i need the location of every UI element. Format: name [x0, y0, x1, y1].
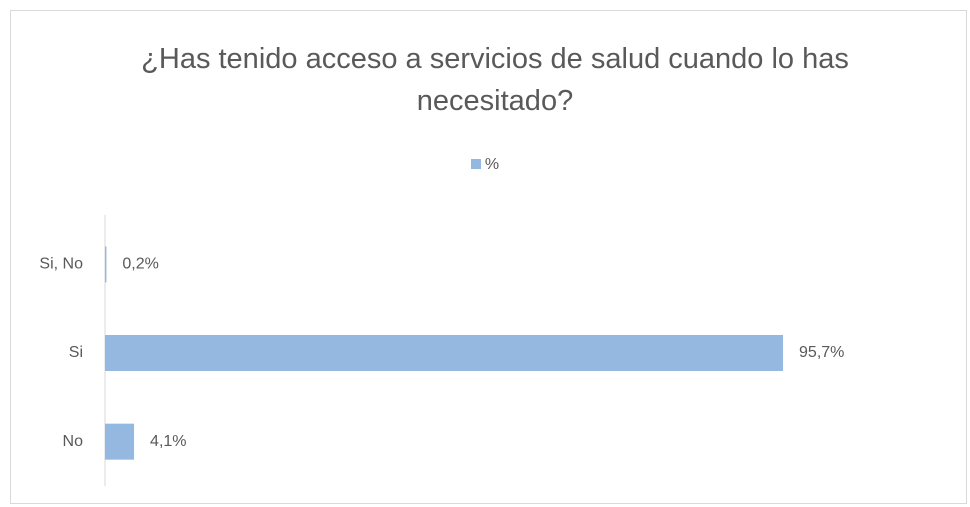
legend-swatch	[470, 159, 481, 169]
bar	[105, 335, 784, 371]
data-label: 0,2%	[122, 256, 158, 273]
data-label: 95,7%	[799, 344, 844, 361]
y-tick-label: Si, No	[39, 256, 83, 273]
bar	[105, 246, 107, 283]
legend-label: %	[484, 156, 500, 173]
legend: %	[0, 156, 970, 174]
chart-title: ¿Has tenido acceso a servicios de salud …	[141, 43, 849, 117]
chart-frame	[10, 10, 967, 504]
bar	[105, 423, 135, 460]
data-label: 4,1%	[150, 433, 186, 450]
y-tick-label: Si	[69, 344, 83, 361]
y-tick-label: No	[63, 433, 84, 450]
